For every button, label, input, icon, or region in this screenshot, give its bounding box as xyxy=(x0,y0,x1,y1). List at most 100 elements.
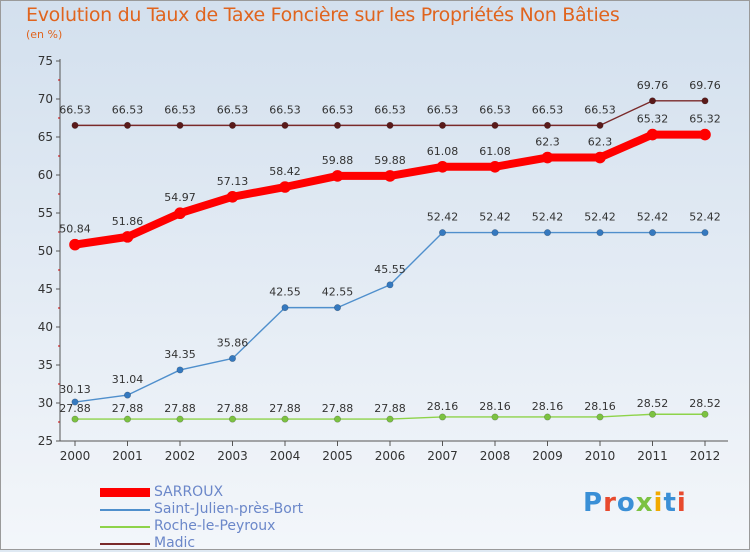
y-tick-label: 65 xyxy=(38,130,53,144)
data-label: 52.42 xyxy=(479,211,511,224)
x-tick-label: 2004 xyxy=(270,449,301,463)
x-tick-label: 2009 xyxy=(532,449,563,463)
data-point xyxy=(229,415,237,423)
logo-letter: x xyxy=(635,488,654,518)
data-point xyxy=(491,121,499,129)
data-point xyxy=(333,304,341,312)
data-point xyxy=(176,366,184,374)
data-point xyxy=(281,304,289,312)
data-point xyxy=(438,413,446,421)
legend-swatch xyxy=(100,488,150,497)
data-label: 66.53 xyxy=(164,103,196,116)
data-label: 66.53 xyxy=(322,103,354,116)
data-point xyxy=(226,191,239,203)
data-label: 66.53 xyxy=(584,103,616,116)
data-label: 66.53 xyxy=(479,103,511,116)
data-point xyxy=(333,415,341,423)
data-label: 28.52 xyxy=(637,397,669,410)
data-label: 34.35 xyxy=(164,348,196,361)
x-tick-label: 2008 xyxy=(480,449,511,463)
data-point xyxy=(281,121,289,129)
x-tick-label: 2011 xyxy=(637,449,668,463)
data-point xyxy=(489,160,501,173)
series-line-sarroux xyxy=(71,130,709,249)
data-label: 66.53 xyxy=(269,103,301,116)
data-point xyxy=(333,121,341,129)
data-label: 27.88 xyxy=(374,402,406,415)
data-label: 59.88 xyxy=(322,154,354,167)
x-tick-label: 2006 xyxy=(375,449,406,463)
data-label: 66.53 xyxy=(112,103,144,116)
data-label: 31.04 xyxy=(112,373,144,386)
data-label: 52.42 xyxy=(637,211,669,224)
y-tick-label: 60 xyxy=(38,168,53,182)
y-tick-label: 30 xyxy=(38,396,53,410)
data-label: 59.88 xyxy=(374,154,406,167)
x-tick-label: 2012 xyxy=(690,449,721,463)
x-tick-label: 2003 xyxy=(217,449,248,463)
data-label: 65.32 xyxy=(637,113,669,126)
legend-label: Saint-Julien-près-Bort xyxy=(154,501,304,517)
legend-label: Madic xyxy=(154,535,196,551)
logo-letter: o xyxy=(616,488,636,518)
data-label: 28.16 xyxy=(584,400,616,413)
data-label: 30.13 xyxy=(59,383,91,396)
data-point xyxy=(543,121,551,129)
data-point xyxy=(438,121,446,129)
data-label: 28.16 xyxy=(532,400,564,413)
legend-swatch xyxy=(100,526,150,528)
data-label: 62.3 xyxy=(535,136,560,149)
data-point xyxy=(121,231,134,243)
data-point xyxy=(594,151,606,164)
data-label: 50.84 xyxy=(59,223,91,236)
data-point xyxy=(384,170,396,182)
data-label: 27.88 xyxy=(59,402,91,415)
data-point xyxy=(438,229,446,237)
y-tick-label: 35 xyxy=(38,358,53,372)
x-tick-label: 2002 xyxy=(165,449,196,463)
data-label: 58.42 xyxy=(269,165,301,178)
data-point xyxy=(491,413,499,421)
data-point xyxy=(436,160,449,173)
data-label: 51.86 xyxy=(112,215,144,228)
data-point xyxy=(596,121,604,129)
y-tick-label: 50 xyxy=(38,244,53,258)
data-point xyxy=(646,128,659,141)
data-point xyxy=(69,238,81,251)
data-label: 42.55 xyxy=(269,286,301,299)
data-point xyxy=(541,151,554,164)
logo-letter: r xyxy=(603,488,617,518)
data-label: 66.53 xyxy=(374,103,406,116)
data-point xyxy=(386,281,394,289)
data-label: 35.86 xyxy=(217,336,249,349)
proxiti-logo[interactable]: Proxiti xyxy=(583,488,687,518)
data-point xyxy=(699,128,711,141)
data-label: 27.88 xyxy=(322,402,354,415)
data-point xyxy=(174,207,186,220)
data-label: 69.76 xyxy=(689,79,721,92)
data-label: 66.53 xyxy=(59,103,91,116)
data-label: 66.53 xyxy=(532,103,564,116)
data-label: 52.42 xyxy=(584,211,616,224)
data-point xyxy=(648,97,656,105)
data-label: 45.55 xyxy=(374,263,406,276)
data-point xyxy=(491,229,499,237)
data-point xyxy=(543,229,551,237)
data-label: 27.88 xyxy=(164,402,196,415)
legend-swatch xyxy=(100,509,150,511)
data-label: 27.88 xyxy=(269,402,301,415)
data-label: 61.08 xyxy=(427,145,459,158)
data-label: 27.88 xyxy=(112,402,144,415)
series-line-saint-julien-pr-s-bort xyxy=(74,231,706,403)
data-label: 52.42 xyxy=(427,211,459,224)
data-point xyxy=(386,121,394,129)
data-point xyxy=(331,170,344,182)
data-label: 61.08 xyxy=(479,145,511,158)
data-point xyxy=(176,415,184,423)
x-tick-label: 2000 xyxy=(60,449,91,463)
data-label: 28.16 xyxy=(479,400,511,413)
data-point xyxy=(701,410,709,418)
data-label: 52.42 xyxy=(689,211,721,224)
chart-title: Evolution du Taux de Taxe Foncière sur l… xyxy=(26,4,620,26)
